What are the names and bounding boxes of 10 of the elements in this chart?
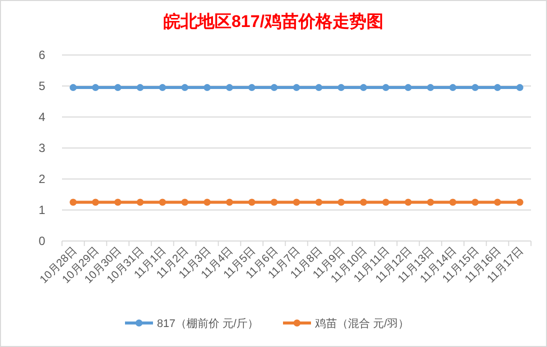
- y-tick-label: 4: [38, 110, 46, 124]
- y-tick-label: 0: [38, 234, 46, 248]
- y-tick-label: 3: [38, 141, 46, 155]
- y-tick-label: 5: [38, 79, 46, 93]
- legend-label: 817（棚前价 元/斤）: [157, 317, 258, 330]
- legend-label: 鸡苗（混合 元/羽）: [314, 317, 410, 330]
- y-tick-label: 1: [38, 203, 46, 217]
- y-tick-label: 2: [38, 172, 46, 186]
- y-tick-label: 6: [38, 48, 46, 62]
- chart-title: 皖北地区817/鸡苗价格走势图: [163, 12, 384, 31]
